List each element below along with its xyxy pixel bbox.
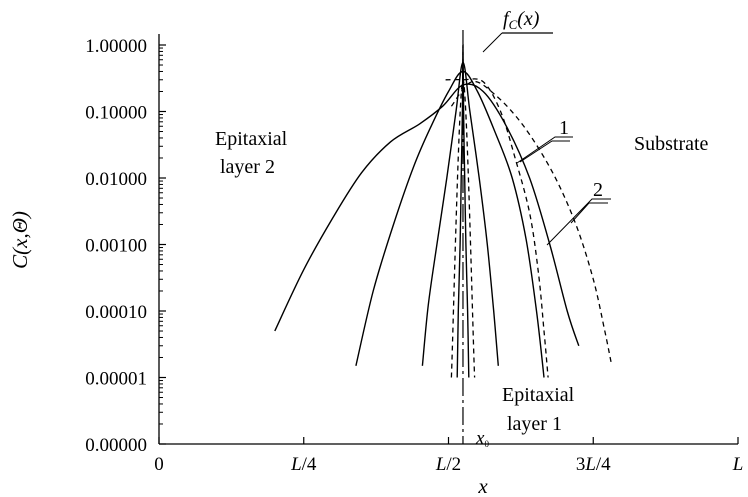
tick-marks: 1.00000 0.10000 0.01000 0.00100 0.00010 0.000… <box>85 36 743 475</box>
fc-label-f: f <box>503 8 511 30</box>
fc-label-arg: (x) <box>517 8 540 30</box>
substrate-label: Substrate <box>634 133 709 155</box>
annotation-1: 1 <box>559 117 569 139</box>
x-tick-label: L/4 <box>290 454 317 475</box>
x-tick-label: 3L/4 <box>576 454 611 475</box>
y-tick-label: 0.00001 <box>85 369 147 390</box>
epitaxial-layer-2-line1: Epitaxial <box>215 128 288 150</box>
series-curve-6 <box>450 80 613 366</box>
y-tick-label: 1.00000 <box>85 36 147 57</box>
series-curve-3 <box>355 70 545 378</box>
epitaxial-layer-1-line1: Epitaxial <box>502 384 575 406</box>
series-curve-7 <box>450 79 476 378</box>
x-axis-label: x <box>477 474 488 497</box>
y-tick-label: 0.00010 <box>85 302 147 323</box>
series-curve-5 <box>445 78 549 378</box>
x0-subscript: 0 <box>484 439 489 449</box>
leader-1 <box>516 136 573 164</box>
x-tick-label: 0 <box>154 454 164 475</box>
leader-2 <box>546 198 611 246</box>
series-curve-4 <box>274 83 580 347</box>
series-curve-1 <box>456 44 470 378</box>
y-tick-label: 0.10000 <box>85 103 147 124</box>
x-tick-label: L/2 <box>435 454 461 475</box>
fc-leader <box>482 32 503 53</box>
y-tick-label: 0.01000 <box>85 169 147 190</box>
epitaxial-layer-2-line2: layer 2 <box>220 156 275 178</box>
fc-label-sub: C <box>509 17 518 32</box>
series-curve-2 <box>421 61 499 366</box>
x0-label: x0 <box>475 428 489 449</box>
y-tick-label: 0.00100 <box>85 236 147 257</box>
y-axis-label: C(x,Θ) <box>8 211 32 269</box>
y-tick-label: 0.00000 <box>85 435 147 456</box>
x-tick-label: L <box>732 454 744 475</box>
annotation-2: 2 <box>593 179 603 201</box>
curves <box>274 44 613 378</box>
fc-label: fC(x) <box>503 8 540 32</box>
epitaxial-layer-1-line2: layer 1 <box>507 413 562 435</box>
